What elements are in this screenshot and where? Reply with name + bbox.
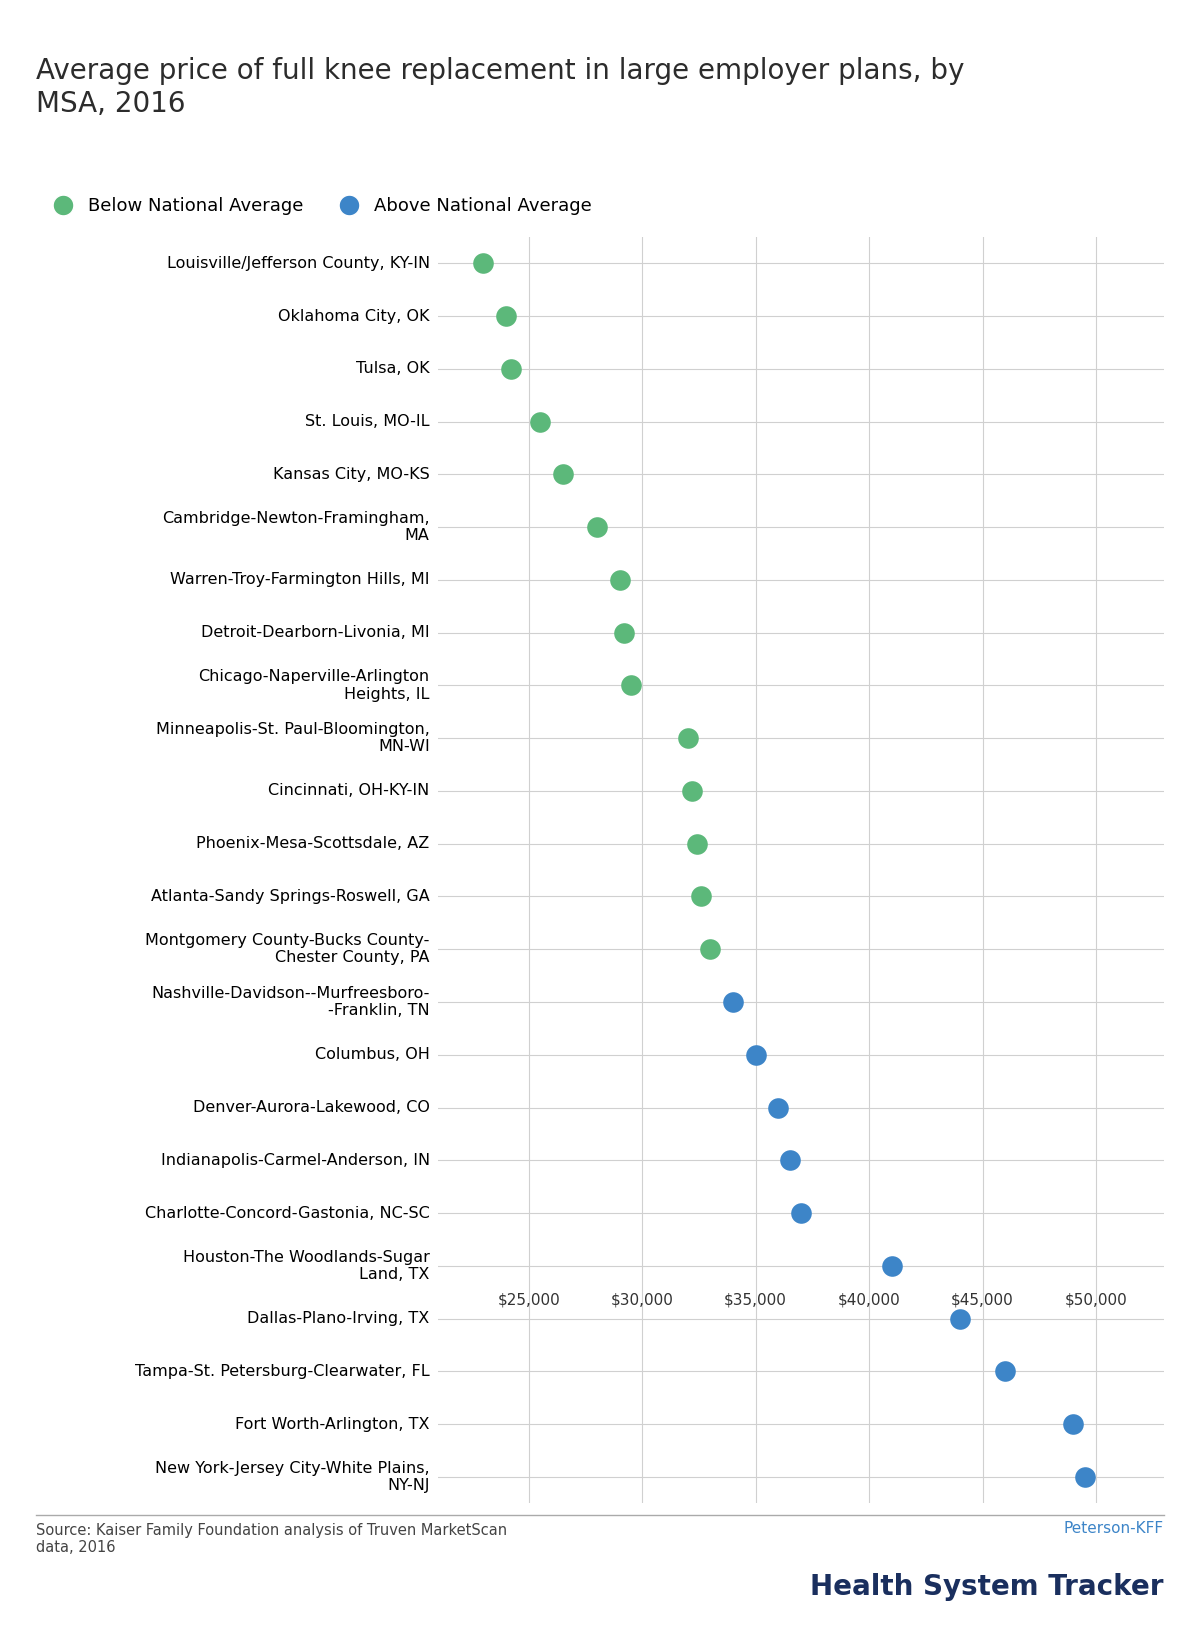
Point: [691, 884, 710, 910]
Point: [678, 725, 697, 752]
Point: [701, 936, 720, 962]
Point: [497, 302, 516, 328]
Text: $40,000: $40,000: [838, 1292, 900, 1307]
Point: [769, 1095, 788, 1121]
Point: [996, 1358, 1015, 1384]
Point: [724, 989, 743, 1015]
Point: [610, 567, 629, 593]
Point: [792, 1199, 811, 1226]
Text: $30,000: $30,000: [611, 1292, 673, 1307]
Point: [553, 461, 572, 487]
Point: [780, 1147, 799, 1173]
Text: $45,000: $45,000: [952, 1292, 1014, 1307]
Text: Source: Kaiser Family Foundation analysis of Truven MarketScan
data, 2016: Source: Kaiser Family Foundation analysi…: [36, 1523, 508, 1556]
Point: [746, 1042, 766, 1069]
Text: $50,000: $50,000: [1064, 1292, 1127, 1307]
Text: Health System Tracker: Health System Tracker: [810, 1574, 1164, 1601]
Point: [474, 250, 493, 276]
Point: [1063, 1412, 1082, 1438]
Point: [683, 778, 702, 804]
Point: [622, 672, 641, 698]
Point: [688, 830, 707, 856]
Point: [950, 1306, 970, 1332]
Point: [1075, 1464, 1094, 1490]
Point: [530, 408, 550, 435]
Point: [587, 515, 606, 541]
Text: $25,000: $25,000: [497, 1292, 560, 1307]
Legend: Below National Average, Above National Average: Below National Average, Above National A…: [46, 198, 592, 216]
Point: [614, 619, 634, 645]
Point: [502, 356, 521, 382]
Text: $35,000: $35,000: [724, 1292, 787, 1307]
Point: [882, 1253, 901, 1279]
Text: Average price of full knee replacement in large employer plans, by
MSA, 2016: Average price of full knee replacement i…: [36, 57, 965, 118]
Text: Peterson-KFF: Peterson-KFF: [1064, 1521, 1164, 1536]
